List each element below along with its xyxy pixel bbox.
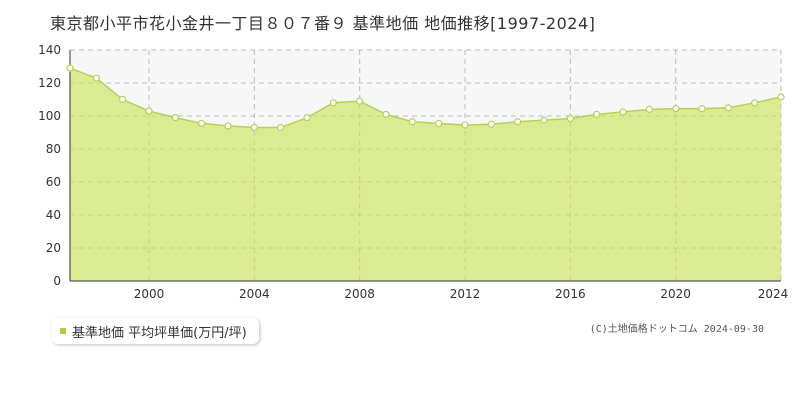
data-point [356, 97, 364, 105]
data-point [198, 119, 206, 128]
series-line [69, 67, 782, 129]
data-point [329, 99, 337, 107]
y-tick-label: 100 [38, 109, 61, 123]
x-tick-label: 2004 [239, 287, 270, 301]
legend-marker [60, 328, 66, 334]
y-tick-label: 0 [53, 274, 61, 288]
data-point [92, 74, 100, 82]
x-tick-label: 2024 [758, 287, 789, 301]
data-point [382, 110, 390, 118]
x-tick-label: 2012 [450, 287, 481, 301]
y-tick-label: 60 [46, 175, 61, 189]
data-point [145, 107, 153, 115]
legend-label: 基準地価 平均坪単価(万円/坪) [72, 325, 247, 341]
data-point [171, 114, 179, 122]
series-area [70, 68, 781, 282]
x-tick-label: 2008 [344, 287, 375, 301]
copyright: (C)土地価格ドットコム 2024-09-30 [589, 324, 764, 335]
data-point [408, 118, 416, 126]
chart-title: 東京都小平市花小金井一丁目８０７番９ 基準地価 地価推移[1997-2024] [50, 14, 596, 33]
data-point [461, 121, 469, 129]
data-point [66, 64, 74, 72]
data-point [487, 120, 495, 128]
data-point [514, 118, 522, 126]
data-point [645, 105, 653, 114]
x-tick-label: 2000 [134, 287, 165, 301]
x-tick-label: 2020 [660, 287, 691, 301]
data-point [119, 95, 127, 104]
y-tick-label: 120 [38, 76, 61, 90]
legend: 基準地価 平均坪単価(万円/坪) [52, 318, 259, 344]
data-point [593, 110, 601, 118]
data-point [566, 114, 574, 123]
data-point [751, 99, 759, 107]
data-point [435, 119, 443, 128]
data-point [672, 104, 680, 113]
data-point [619, 108, 627, 116]
data-point [224, 122, 232, 130]
data-point [777, 93, 785, 101]
data-point [698, 104, 706, 113]
data-point [250, 123, 258, 132]
y-tick-label: 80 [46, 142, 61, 156]
x-tick-label: 2016 [555, 287, 586, 301]
data-point [540, 116, 548, 124]
data-point [277, 123, 285, 132]
y-tick-label: 140 [38, 43, 61, 57]
y-tick-label: 40 [46, 208, 61, 222]
data-point [724, 104, 732, 112]
data-point [303, 114, 311, 122]
y-tick-label: 20 [46, 241, 61, 255]
